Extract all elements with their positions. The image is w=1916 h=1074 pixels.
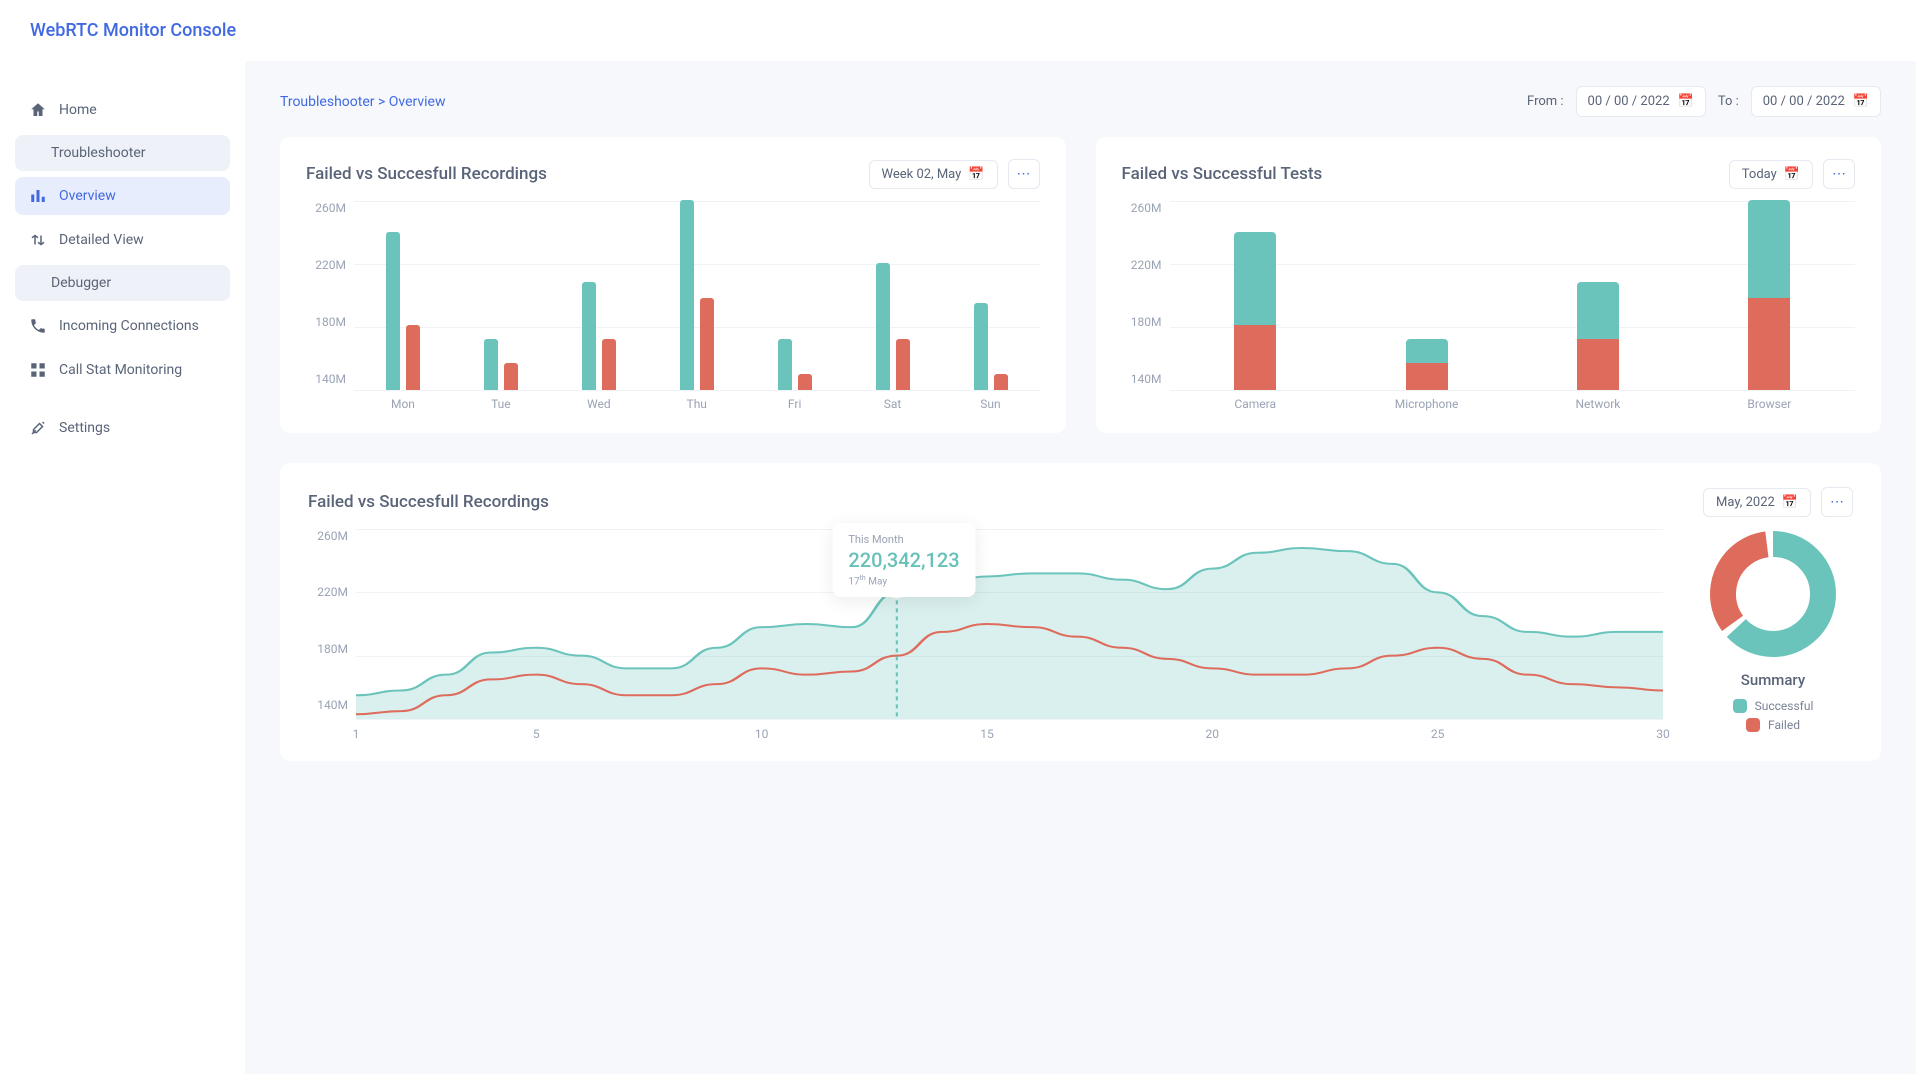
card-title: Failed vs Succesfull Recordings xyxy=(306,164,547,184)
sidebar: Home Troubleshooter Overview Detailed View D… xyxy=(0,61,245,1074)
main-content: Troubleshooter > Overview From : 00 / 00… xyxy=(245,61,1916,1074)
to-date-value: 00 / 00 / 2022 xyxy=(1763,94,1845,109)
to-label: To : xyxy=(1718,94,1739,109)
card-tests-today: Failed vs Successful Tests Today 📅 ⋯ 260… xyxy=(1096,137,1882,433)
sidebar-item-debugger[interactable]: Debugger xyxy=(15,265,230,301)
period-picker[interactable]: May, 2022 📅 xyxy=(1703,488,1811,517)
calendar-icon: 📅 xyxy=(1853,94,1869,109)
summary-panel: Summary Successful Failed xyxy=(1693,529,1853,737)
area-line-chart: 260M220M180M140M This Month220,342,12317… xyxy=(308,529,1663,737)
more-button[interactable]: ⋯ xyxy=(1821,487,1853,517)
from-date-input[interactable]: 00 / 00 / 2022 📅 xyxy=(1576,86,1706,117)
app-title: WebRTC Monitor Console xyxy=(30,20,1886,41)
breadcrumb[interactable]: Troubleshooter > Overview xyxy=(280,94,446,110)
summary-title: Summary xyxy=(1741,671,1805,689)
sidebar-item-detailed-view[interactable]: Detailed View xyxy=(15,221,230,259)
more-button[interactable]: ⋯ xyxy=(1008,159,1040,189)
period-picker[interactable]: Today 📅 xyxy=(1729,160,1813,189)
calendar-icon: 📅 xyxy=(1678,94,1694,109)
calendar-icon: 📅 xyxy=(968,167,984,182)
sidebar-item-label: Home xyxy=(59,102,97,118)
sidebar-item-label: Troubleshooter xyxy=(51,145,146,161)
detail-icon xyxy=(29,231,47,249)
sidebar-item-label: Detailed View xyxy=(59,232,144,248)
sidebar-item-troubleshooter[interactable]: Troubleshooter xyxy=(15,135,230,171)
legend-failed: Failed xyxy=(1746,718,1800,732)
card-title: Failed vs Successful Tests xyxy=(1122,164,1323,184)
home-icon xyxy=(29,101,47,119)
tools-icon xyxy=(29,419,47,437)
date-filter: From : 00 / 00 / 2022 📅 To : 00 / 00 / 2… xyxy=(1527,86,1881,117)
sidebar-item-label: Settings xyxy=(59,420,110,436)
card-title: Failed vs Succesfull Recordings xyxy=(308,492,549,512)
sidebar-item-call-stat-monitoring[interactable]: Call Stat Monitoring xyxy=(15,351,230,389)
donut-chart xyxy=(1708,529,1838,659)
to-date-input[interactable]: 00 / 00 / 2022 📅 xyxy=(1751,86,1881,117)
sidebar-item-incoming-connections[interactable]: Incoming Connections xyxy=(15,307,230,345)
sidebar-item-label: Incoming Connections xyxy=(59,318,199,334)
sidebar-item-overview[interactable]: Overview xyxy=(15,177,230,215)
grid-icon xyxy=(29,361,47,379)
period-picker[interactable]: Week 02, May 📅 xyxy=(869,160,998,189)
sidebar-item-label: Overview xyxy=(59,188,116,204)
stacked-bar-chart: 260M220M180M140M CameraMicrophoneNetwork… xyxy=(1122,201,1856,411)
legend-successful: Successful xyxy=(1733,699,1814,713)
card-recordings-month: Failed vs Succesfull Recordings May, 202… xyxy=(280,463,1881,761)
sidebar-item-settings[interactable]: Settings xyxy=(15,409,230,447)
grouped-bar-chart: 260M220M180M140M MonTueWedThuFriSatSun xyxy=(306,201,1040,411)
sidebar-item-label: Debugger xyxy=(51,275,111,291)
chart-tooltip: This Month220,342,12317th May xyxy=(832,523,975,597)
calendar-icon: 📅 xyxy=(1782,495,1798,510)
phone-icon xyxy=(29,317,47,335)
sidebar-item-label: Call Stat Monitoring xyxy=(59,362,182,378)
card-recordings-week: Failed vs Succesfull Recordings Week 02,… xyxy=(280,137,1066,433)
more-button[interactable]: ⋯ xyxy=(1823,159,1855,189)
calendar-icon: 📅 xyxy=(1784,167,1800,182)
from-label: From : xyxy=(1527,94,1564,109)
from-date-value: 00 / 00 / 2022 xyxy=(1588,94,1670,109)
sidebar-item-home[interactable]: Home xyxy=(15,91,230,129)
bars-icon xyxy=(29,187,47,205)
